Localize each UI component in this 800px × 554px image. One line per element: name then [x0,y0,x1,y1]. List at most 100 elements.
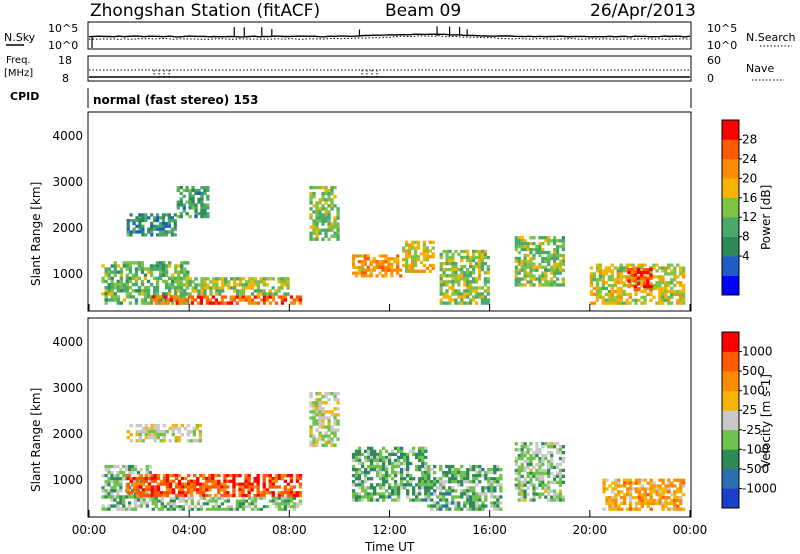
velocity-cbar-tick-0: 1000 [742,345,773,359]
nsearch-label: N.Search [746,31,796,44]
power-patch-4 [176,186,210,219]
power-heatmap [101,186,686,305]
x-tick-label-6: 00:00 [673,523,708,537]
x-tick-label-5: 20:00 [573,523,608,537]
power-cbar-swatch-1 [722,256,739,276]
power-patch-10 [589,263,686,305]
x-tick-label-0: 00:00 [72,523,107,537]
velocity-patch-7 [514,442,565,502]
nsky-label: N.Sky [4,31,36,44]
velocity-ylabel: Slant Range [km] [29,388,43,492]
power-cbar-tick-6: 4 [742,249,750,263]
power-patch-8 [439,249,490,305]
cpid-value: normal (fast stereo) 153 [93,93,259,107]
nsky-tick-top: 10^5 [48,22,78,35]
power-cbar-swatch-8 [722,120,739,140]
velocity-patch-4 [309,392,340,447]
power-ylabel: Slant Range [km] [29,182,43,286]
velocity-patch-2 [151,496,303,511]
power-cbar-swatch-5 [722,178,739,198]
power-y-axis: 4000 3000 2000 1000 [52,129,83,281]
x-tick-label-2: 08:00 [272,523,307,537]
power-cbar-tick-5: 8 [742,230,750,244]
power-patch-7 [402,240,435,273]
freq-panel-frame [87,55,692,82]
power-ytick-4000: 4000 [52,129,83,143]
station-title: Zhongshan Station (fitACF) [90,1,320,21]
power-cbar-swatch-2 [722,236,739,257]
nsky-panel-frame [87,21,692,50]
power-ytick-2000: 2000 [52,221,83,235]
power-cbar-swatch-3 [722,217,739,237]
velocity-cbar-tick-6: -500 [742,462,769,476]
velocity-cbar-swatch-8 [722,332,739,352]
power-patch-5 [309,186,340,241]
nave-label: Nave [746,62,774,75]
velocity-cbar-swatch-5 [722,390,739,411]
velocity-cbar-tick-1: 500 [742,364,765,378]
velocity-patch-3 [126,423,202,443]
velocity-cbar-swatch-0 [722,488,739,509]
velocity-cbar-tick-4: -25 [742,423,762,437]
velocity-y-axis: 4000 3000 2000 1000 [52,335,83,487]
velocity-cbar-swatch-7 [722,351,739,372]
date-title: 26/Apr/2013 [590,1,696,21]
velocity-cbar-tick-2: 100 [742,384,765,398]
x-tick-label-3: 12:00 [372,523,407,537]
velocity-ytick-2000: 2000 [52,427,83,441]
velocity-heatmap [101,392,686,511]
x-tick-label-4: 16:00 [472,523,507,537]
power-patch-6 [351,254,403,278]
power-cbar-swatch-4 [722,197,739,218]
velocity-cbar-swatch-4 [722,410,739,431]
power-patch-9 [514,236,565,287]
velocity-cbar-label: Velocity [m s-1] [759,374,773,468]
power-cbar-tick-3: 16 [742,191,757,205]
power-cbar-tick-2: 20 [742,171,757,185]
velocity-patch-8 [602,478,686,511]
nsearch-tick-top: 10^5 [707,22,737,35]
power-patch-11 [627,268,653,292]
velocity-ytick-4000: 4000 [52,335,83,349]
freq-tick-top: 18 [58,54,72,67]
cpid-label: CPID [10,90,39,103]
freq-unit-label: [MHz] [4,68,33,79]
x-tick-label-1: 04:00 [172,523,207,537]
velocity-patch-6 [427,464,503,511]
power-patch-3 [126,213,177,237]
beam-title: Beam 09 [385,1,461,21]
velocity-cbar-swatch-3 [722,429,739,450]
power-cbar-tick-1: 24 [742,152,757,166]
nsky-line [88,33,691,38]
nsky-tick-bottom: 10^0 [48,39,78,52]
power-patch-1 [151,295,303,305]
nave-tick-top: 60 [707,54,721,67]
velocity-patch-5 [351,446,428,502]
power-ytick-3000: 3000 [52,175,83,189]
velocity-cbar-swatch-2 [722,449,739,470]
freq-tick-bottom: 8 [62,72,69,85]
power-cbar-frame [721,119,740,296]
nave-tick-bottom: 0 [707,72,714,85]
velocity-cbar-tick-5: -100 [742,442,769,456]
power-ytick-1000: 1000 [52,267,83,281]
velocity-cbar-frame [721,331,740,509]
power-cbar-label: Power [dB] [759,185,773,250]
velocity-patch-1 [126,474,303,498]
power-patch-2 [176,277,290,296]
power-patch-0 [101,261,190,305]
freq-label: Freq. [6,55,31,66]
x-axis-label: Time UT [364,540,415,554]
power-cbar-swatch-7 [722,139,739,160]
velocity-ytick-1000: 1000 [52,473,83,487]
power-cbar-swatch-6 [722,158,739,179]
power-cbar-tick-0: 28 [742,132,757,146]
velocity-cbar-swatch-1 [722,468,739,489]
nave-blips [153,70,378,77]
velocity-cbar-tick-7: -1000 [742,481,777,495]
power-cbar-swatch-0 [722,275,739,296]
velocity-cbar-tick-3: 25 [742,403,757,417]
power-colorbar: 28 24 20 16 12 8 4 [721,119,757,296]
nsearch-tick-bottom: 10^0 [707,39,737,52]
